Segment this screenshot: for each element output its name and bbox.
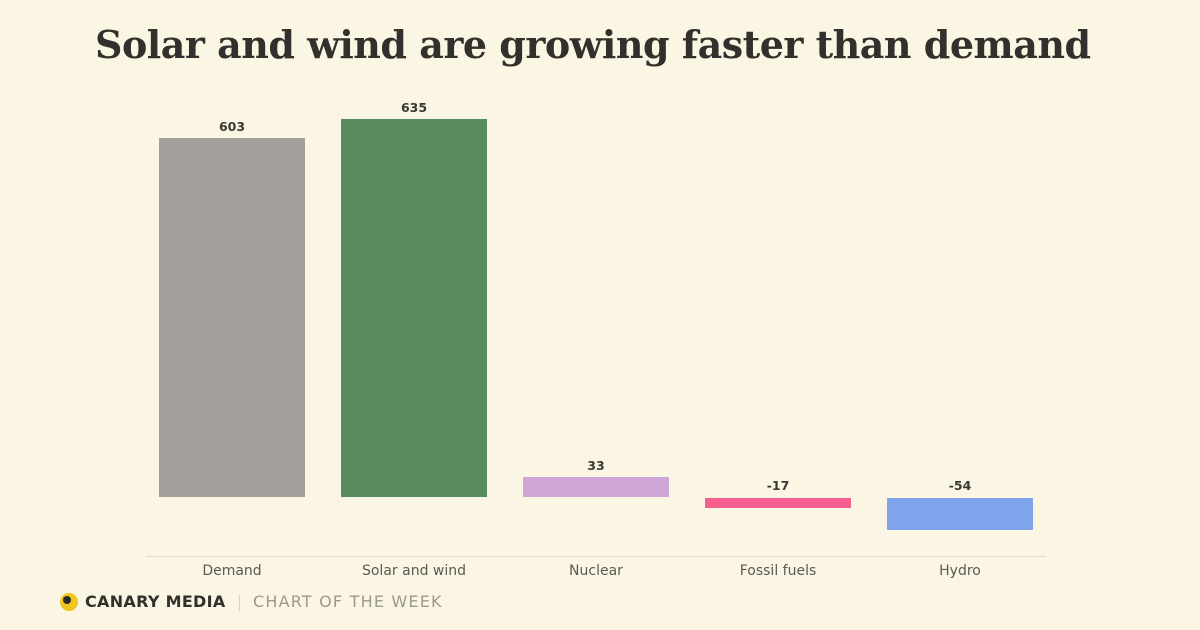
category-label: Solar and wind [361, 563, 466, 579]
bar-solar-and-wind [341, 119, 487, 497]
value-label: 33 [587, 458, 605, 473]
bar-fossil-fuels [705, 498, 851, 508]
footer-tagline: CHART OF THE WEEK [252, 592, 443, 611]
canary-media-logo-icon [60, 592, 78, 611]
bar-chart: 603 Demand 635 Solar and wind 33 Nuclear -17 Fo… [141, 100, 1051, 590]
category-label: Fossil fuels [739, 563, 817, 579]
category-label: Hydro [939, 563, 981, 579]
category-label: Demand [202, 563, 262, 579]
bar-nuclear [523, 477, 669, 497]
bar-slot: -17 Fossil fuels [687, 100, 869, 590]
value-label: 603 [218, 119, 246, 134]
brand-name: CANARY MEDIA [85, 592, 226, 611]
value-label: 635 [400, 100, 428, 115]
footer: CANARY MEDIA | CHART OF THE WEEK [60, 592, 443, 611]
footer-divider: | [236, 592, 242, 611]
chart-title: Solar and wind are growing faster than d… [95, 22, 1091, 67]
bar-hydro [887, 498, 1033, 530]
bar-slot: -54 Hydro [869, 100, 1051, 590]
category-label: Nuclear [569, 563, 623, 579]
bar-demand [159, 138, 305, 497]
value-label: -54 [948, 478, 972, 493]
logo-dot-icon [63, 595, 71, 604]
value-label: -17 [766, 478, 790, 493]
x-axis-line [146, 556, 1046, 557]
bar-slot: 635 Solar and wind [323, 100, 505, 590]
bar-slot: 603 Demand [141, 100, 323, 590]
bar-slot: 33 Nuclear [505, 100, 687, 590]
